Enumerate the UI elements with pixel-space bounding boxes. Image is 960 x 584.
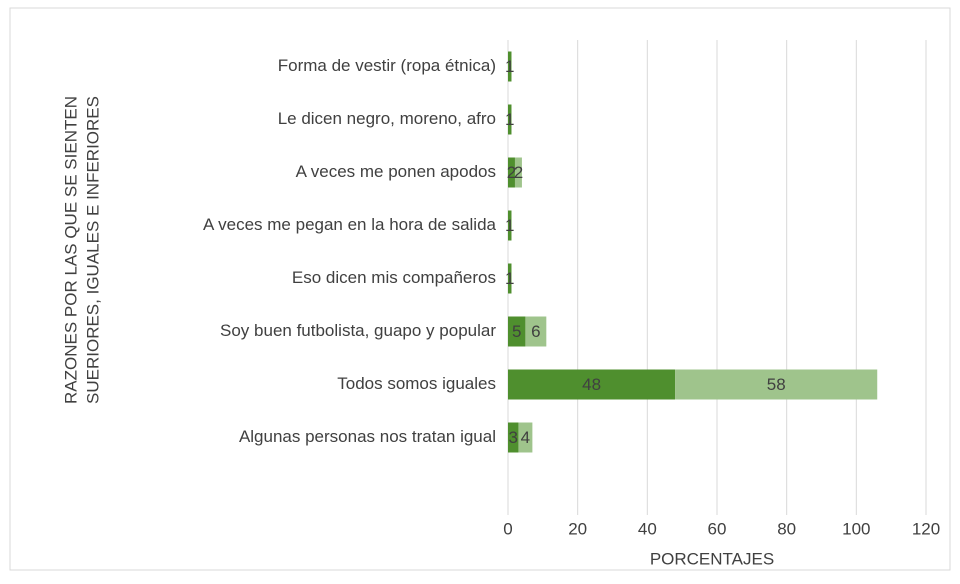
- bar: [518, 422, 533, 453]
- data-label: 4: [521, 428, 530, 447]
- bar: [525, 316, 547, 347]
- x-tick-label: 0: [503, 519, 512, 538]
- x-tick-label: 100: [842, 519, 870, 538]
- data-label: 58: [767, 375, 786, 394]
- x-axis-title: PORCENTAJES: [650, 549, 774, 568]
- bar: [514, 157, 522, 188]
- y-tick-label: Forma de vestir (ropa étnica): [278, 56, 496, 75]
- y-axis-title: RAZONES POR LAS QUE SE SIENTEN SUERIORES…: [61, 96, 102, 404]
- bar: [508, 51, 512, 82]
- x-tick-label: 80: [777, 519, 796, 538]
- bar: [508, 316, 526, 347]
- x-tick-label: 20: [568, 519, 587, 538]
- bar: [508, 210, 512, 241]
- y-tick-label: A veces me pegan en la hora de salida: [203, 215, 497, 234]
- data-label: 48: [582, 375, 601, 394]
- y-axis-title-line: RAZONES POR LAS QUE SE SIENTEN: [61, 96, 80, 404]
- y-tick-label: Algunas personas nos tratan igual: [239, 427, 496, 446]
- bar: [508, 263, 512, 294]
- bar: [508, 157, 515, 188]
- bar: [508, 104, 512, 135]
- x-tick-label: 120: [912, 519, 940, 538]
- y-tick-label: Soy buen futbolista, guapo y popular: [220, 321, 496, 340]
- data-label: 3: [508, 428, 517, 447]
- data-label: 2: [514, 163, 523, 182]
- data-label: 1: [505, 216, 514, 235]
- chart-frame: [9, 7, 951, 571]
- y-axis-title-line: SUERIORES, IGUALES E INFERIORES: [83, 96, 102, 404]
- x-tick-label: 60: [708, 519, 727, 538]
- data-label: 1: [505, 57, 514, 76]
- y-tick-label: A veces me ponen apodos: [296, 162, 496, 181]
- bar: [675, 369, 878, 400]
- data-label: 1: [505, 110, 514, 129]
- bar: [508, 422, 519, 453]
- y-tick-label: Eso dicen mis compañeros: [292, 268, 496, 287]
- y-tick-label: Todos somos iguales: [337, 374, 496, 393]
- x-tick-label: 40: [638, 519, 657, 538]
- data-label: 6: [531, 322, 540, 341]
- data-label: 1: [505, 269, 514, 288]
- data-label: 2: [507, 163, 516, 182]
- bar: [508, 369, 676, 400]
- data-label: 5: [512, 322, 521, 341]
- y-tick-label: Le dicen negro, moreno, afro: [278, 109, 496, 128]
